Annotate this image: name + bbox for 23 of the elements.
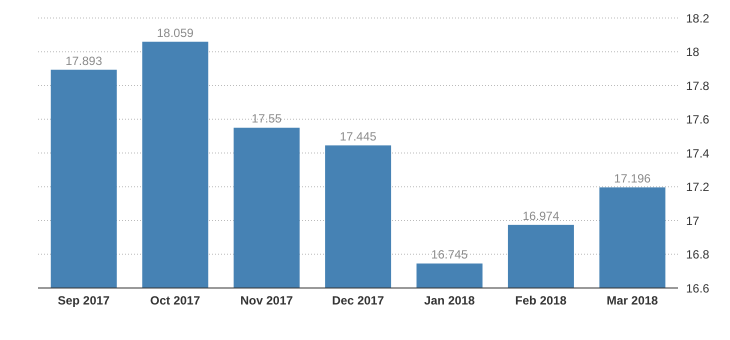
x-tick-label: Jan 2018 <box>424 294 476 308</box>
y-tick-label: 17.6 <box>686 112 710 127</box>
y-tick-label: 16.6 <box>686 281 710 296</box>
y-tick-label: 17.2 <box>686 180 710 194</box>
data-label: 18.059 <box>156 26 194 40</box>
y-tick-label: 17.4 <box>686 146 710 160</box>
data-label: 17.445 <box>340 129 377 144</box>
data-label: 17.196 <box>614 171 652 186</box>
x-tick-label: Sep 2017 <box>58 294 110 308</box>
data-label: 16.974 <box>522 208 560 223</box>
x-tick-label: Mar 2018 <box>606 294 658 308</box>
data-label: 17.55 <box>252 112 282 126</box>
y-tick-label: 18.2 <box>686 11 710 26</box>
data-label: 16.745 <box>431 248 468 262</box>
y-tick-label: 16.8 <box>686 248 710 262</box>
y-tick-label: 18 <box>686 45 700 60</box>
data-label: 17.893 <box>65 54 102 68</box>
y-tick-label: 17.8 <box>686 78 710 93</box>
x-tick-label: Nov 2017 <box>240 294 294 308</box>
y-tick-label: 17 <box>686 214 700 228</box>
x-tick-label: Oct 2017 <box>150 294 200 308</box>
x-tick-label: Dec 2017 <box>332 294 384 308</box>
x-tick-label: Feb 2018 <box>515 294 567 308</box>
